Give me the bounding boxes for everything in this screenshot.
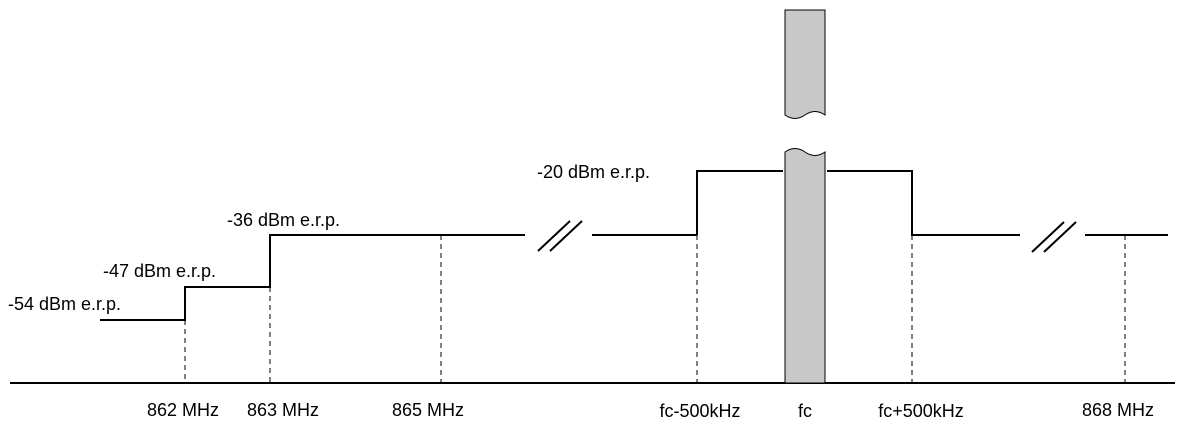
svg-text:-54 dBm e.r.p.: -54 dBm e.r.p. — [8, 294, 121, 314]
freq-label-862: 862 MHz — [147, 400, 219, 420]
mask-left-steps — [100, 234, 525, 321]
axis-break-left — [537, 220, 583, 252]
freq-label-fc-plus: fc+500kHz — [878, 401, 964, 421]
level-label-47: -47 dBm e.r.p. — [103, 261, 216, 281]
mask-center-left-step — [696, 170, 783, 235]
freq-label-868: 868 MHz — [1082, 400, 1154, 420]
level-label-36: -36 dBm e.r.p. — [227, 210, 340, 230]
axis-break-right — [1031, 221, 1077, 253]
level-label-20: -20 dBm e.r.p. — [537, 162, 650, 182]
freq-label-fc-minus: fc-500kHz — [659, 401, 740, 421]
mask-center-right-step — [827, 170, 1020, 236]
freq-label-865: 865 MHz — [392, 400, 464, 420]
level-label-54: -54 dBm e.r.p. — [8, 294, 121, 314]
freq-label-fc: fc — [798, 401, 812, 421]
freq-label-863: 863 MHz — [247, 400, 319, 420]
carrier-band-bottom — [784, 148, 826, 384]
carrier-band-top — [784, 9, 826, 119]
